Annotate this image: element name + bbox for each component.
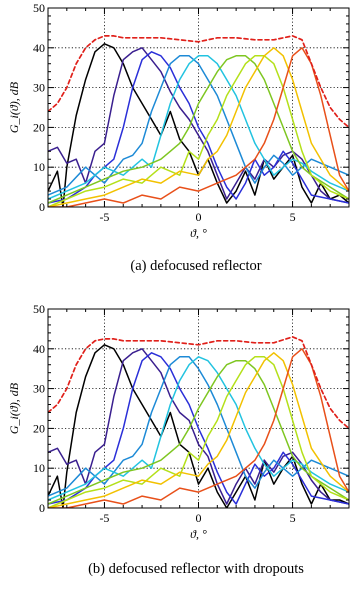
y-tick-label: 20 [33,120,45,134]
series-line-8 [48,348,349,508]
envelope-line [48,336,349,430]
y-tick-label: 40 [33,342,45,356]
x-tick-label: 0 [196,511,202,525]
series-line-6 [48,55,349,207]
series-line-7 [48,352,349,508]
y-tick-label: 30 [33,382,45,396]
series-group [48,35,349,207]
y-tick-label: 30 [33,81,45,95]
envelope-line [48,35,349,129]
x-tick-label: 5 [290,210,296,224]
y-axis-label: G_i(ϑ), dB [7,81,21,133]
x-tick-label: -5 [99,511,109,525]
series-line-8 [48,47,349,207]
y-tick-label: 0 [39,501,45,515]
x-tick-label: -5 [99,210,109,224]
figure-caption: (a) defocused reflector [130,258,261,274]
x-axis-label: ϑ, ° [190,226,207,240]
y-tick-label: 50 [33,1,45,15]
series-line-4 [48,356,349,501]
y-tick-label: 10 [33,461,45,475]
y-axis-label: G_i(ϑ), dB [7,382,21,434]
y-tick-label: 50 [33,302,45,316]
y-tick-label: 40 [33,41,45,55]
series-line-0 [48,344,349,508]
x-tick-label: 5 [290,511,296,525]
series-line-4 [48,55,349,200]
y-tick-label: 10 [33,160,45,174]
x-tick-label: 0 [196,210,202,224]
series-line-6 [48,356,349,508]
series-line-2 [48,51,349,204]
series-group [48,336,349,508]
series-line-5 [48,55,349,204]
figure-caption: (b) defocused reflector with dropouts [88,561,304,577]
x-axis-label: ϑ, ° [190,527,207,541]
series-line-2 [48,352,349,505]
series-line-3 [48,55,349,196]
series-line-5 [48,359,349,505]
series-line-7 [48,47,349,207]
y-tick-label: 20 [33,421,45,435]
y-tick-label: 0 [39,200,45,214]
series-line-1 [48,47,349,204]
series-line-3 [48,356,349,497]
